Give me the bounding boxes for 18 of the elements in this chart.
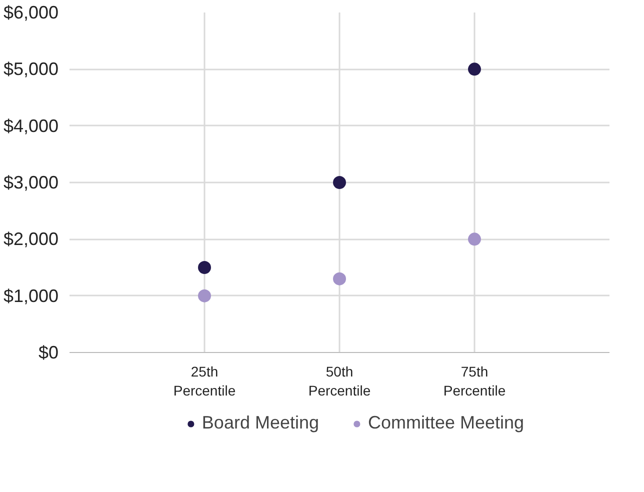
y-tick-label: $6,000 bbox=[3, 2, 59, 22]
x-tick-label: 25th Percentile bbox=[173, 364, 236, 399]
x-tick-label: 50th Percentile bbox=[308, 364, 371, 399]
point bbox=[333, 272, 346, 286]
y-tick-label: $1,000 bbox=[3, 286, 59, 306]
point bbox=[333, 176, 346, 189]
y-tick-label: $5,000 bbox=[3, 59, 59, 80]
point bbox=[468, 62, 481, 76]
y-tick-label: $4,000 bbox=[3, 116, 59, 136]
y-tick-label: $3,000 bbox=[3, 172, 59, 192]
point bbox=[198, 289, 211, 302]
legend-label: Board Meeting bbox=[202, 412, 320, 434]
point bbox=[198, 261, 211, 274]
y-tick-label: $0 bbox=[38, 342, 59, 362]
legend-label: Committee Meeting bbox=[368, 412, 524, 434]
point bbox=[468, 232, 481, 246]
x-tick-label: 75th Percentile bbox=[443, 364, 506, 399]
y-tick-label: $2,000 bbox=[3, 229, 59, 250]
